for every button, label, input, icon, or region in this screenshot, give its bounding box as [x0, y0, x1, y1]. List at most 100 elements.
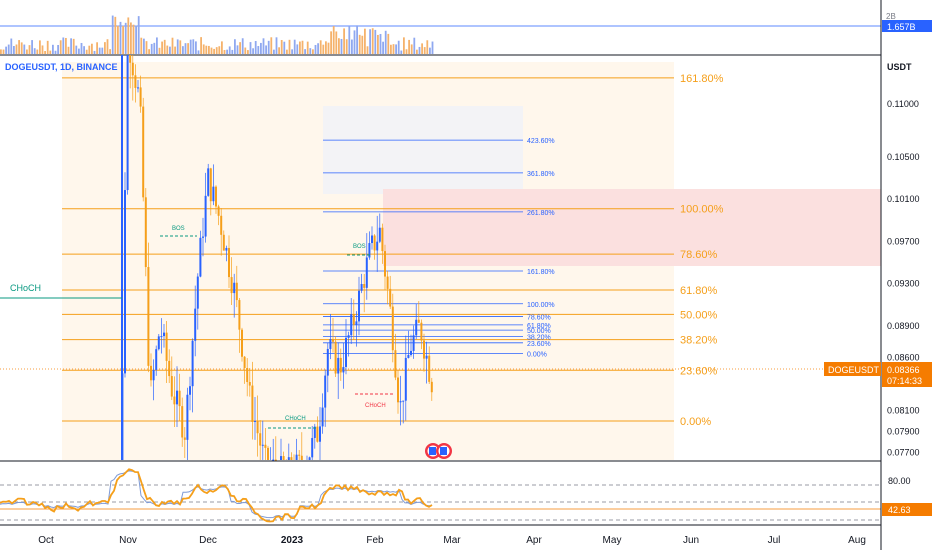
candle-body [345, 337, 347, 367]
rsi-ma-line [0, 470, 433, 519]
volume-bar [72, 38, 75, 54]
volume-bar [265, 45, 267, 54]
volume-bar [395, 44, 397, 54]
volume-bar [413, 37, 416, 54]
volume-bar [127, 17, 130, 54]
candle-body [248, 382, 251, 386]
volume-bar [36, 49, 39, 54]
candle-body [261, 444, 264, 446]
volume-bar [2, 49, 5, 54]
candle-body [350, 314, 353, 336]
volume-bar [392, 44, 395, 54]
candle-body [139, 87, 142, 107]
candle-body [189, 386, 191, 395]
rsi-tick-label: 80.00 [888, 476, 911, 486]
rsi-value-badge [882, 503, 932, 516]
candle-body [342, 366, 345, 373]
volume-bar [215, 47, 218, 54]
volume-bar [44, 50, 46, 54]
candle-body [386, 276, 389, 289]
fib-large-label: 161.80% [680, 73, 724, 85]
price-tick-label: 0.07700 [887, 448, 920, 458]
volume-bar [335, 31, 338, 54]
supply-zone [383, 189, 881, 266]
volume-bar [338, 38, 340, 54]
candle-body [142, 106, 145, 198]
volume-bar [249, 42, 252, 54]
candle-body [144, 197, 147, 268]
volume-bar [387, 33, 390, 54]
candle-body [220, 215, 223, 235]
volume-bar [49, 50, 52, 54]
volume-bar [52, 44, 54, 54]
candle-body [326, 348, 329, 376]
candle-body [183, 437, 186, 440]
volume-bar [429, 47, 431, 54]
volume-bar [278, 47, 280, 54]
candle-body [233, 282, 236, 294]
choch-label-2: CHoCH [285, 416, 306, 422]
candle-body [311, 437, 314, 458]
volume-bar [189, 39, 192, 54]
symbol-price-tag[interactable] [824, 362, 881, 376]
us-flag-events-icon[interactable] [425, 443, 452, 459]
volume-bar [260, 42, 262, 54]
time-axis-label: Nov [119, 535, 137, 546]
time-axis-label: Aug [848, 535, 866, 546]
volume-bar [228, 46, 231, 54]
volume-bar [205, 45, 208, 54]
last-price-badge [882, 362, 932, 387]
volume-bar [236, 45, 239, 54]
volume-bar [421, 43, 423, 54]
candle-body [404, 357, 407, 401]
volume-bar [400, 50, 403, 54]
time-axis-label: Dec [199, 535, 217, 546]
volume-bar [179, 40, 182, 54]
candle-body [134, 75, 137, 88]
candle-body [194, 308, 197, 341]
volume-bar [223, 50, 226, 54]
candle-body [243, 356, 246, 369]
volume-bars [0, 15, 434, 55]
volume-bar [319, 40, 322, 54]
symbol-price-tag-label: DOGEUSDT [828, 365, 880, 375]
fib-small-label: 0.00% [527, 351, 547, 358]
volume-bar [270, 37, 273, 54]
last-price-value: 0.08366 [887, 365, 920, 375]
time-axis-label: 2023 [281, 535, 304, 546]
volume-bar [241, 38, 244, 54]
candle-body [417, 319, 420, 323]
volume-bar [208, 45, 210, 54]
fib-small-label: 361.80% [527, 171, 555, 178]
volume-bar [150, 43, 153, 54]
candle-body [287, 457, 290, 460]
candle-body [298, 454, 301, 456]
candle-body [272, 459, 275, 461]
volume-bar [382, 41, 384, 54]
volume-bar [75, 45, 78, 54]
symbol-label[interactable]: DOGEUSDT, 1D, BINANCE [5, 62, 118, 72]
volume-bar [0, 49, 2, 54]
volume-bar [361, 35, 364, 54]
volume-bar [273, 49, 275, 54]
volume-bar [351, 39, 353, 54]
currency-label: USDT [887, 62, 912, 72]
candle-body [360, 284, 363, 291]
candle-body [207, 168, 210, 196]
candle-body [368, 243, 371, 258]
volume-bar [291, 49, 293, 54]
volume-bar [67, 46, 70, 54]
candle-body [334, 341, 337, 374]
volume-bar [296, 44, 299, 54]
candle-body [430, 381, 433, 393]
candle-body [358, 290, 360, 322]
volume-bar [314, 44, 317, 54]
volume-bar [397, 40, 400, 54]
volume-bar [202, 44, 205, 54]
fib-small-label: 61.80% [527, 323, 551, 330]
volume-bar [257, 46, 260, 54]
candle-body [186, 394, 189, 440]
volume-bar [148, 49, 150, 54]
volume-bar [111, 15, 114, 54]
